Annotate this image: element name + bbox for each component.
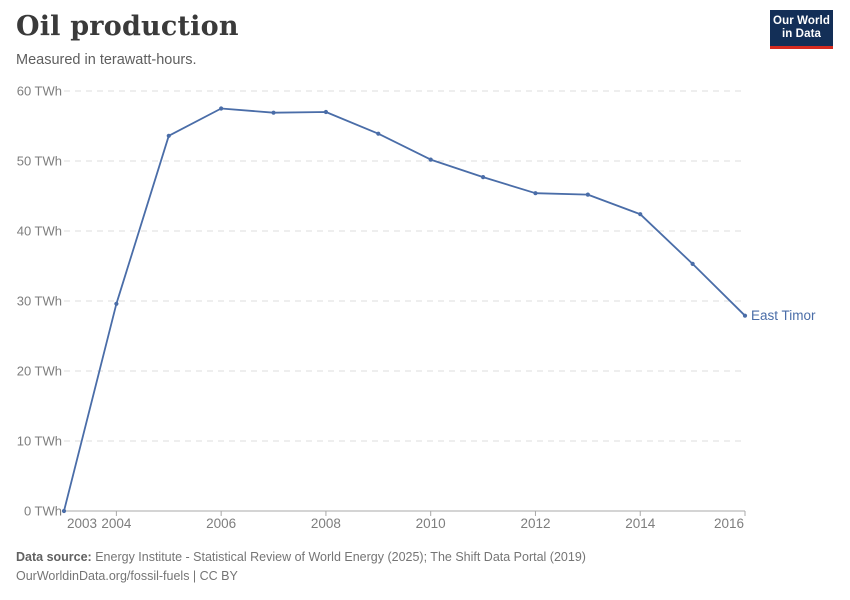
page-title: Oil production [16,11,239,42]
data-source-label: Data source: [16,550,92,564]
x-axis-tick-label: 2008 [311,516,341,531]
data-point [638,212,643,217]
data-point [61,508,67,514]
x-axis-tick-label: 2012 [520,516,550,531]
data-point [742,313,748,318]
x-axis-tick-label: 2010 [416,516,446,531]
entity-label[interactable]: East Timor [751,308,816,323]
owid-logo-line2: in Data [781,28,822,40]
data-point [585,192,590,197]
license-line[interactable]: OurWorldinData.org/fossil-fuels | CC BY [16,568,238,583]
chart-subtitle: Measured in terawatt-hours. [16,52,197,68]
data-point [271,110,276,115]
data-point [219,106,224,111]
x-axis-tick-label: 2014 [625,516,656,531]
y-axis-tick-label: 30 TWh [17,294,62,309]
data-point [376,131,381,136]
data-point [690,261,695,266]
y-axis-tick-label: 10 TWh [17,434,62,449]
y-axis-tick-label: 20 TWh [17,364,62,379]
x-axis-tick-label: 2004 [101,516,132,531]
data-point [533,191,538,196]
y-axis-tick-label: 40 TWh [17,224,62,239]
data-point [323,109,329,115]
y-axis-tick-label: 0 TWh [24,504,62,519]
data-point [166,133,171,138]
data-point [480,175,486,180]
data-source-line: Data source: Energy Institute - Statisti… [16,548,716,567]
data-point [114,301,119,306]
owid-logo[interactable]: Our World in Data [770,10,833,49]
chart-footer: Data source: Energy Institute - Statisti… [16,548,716,585]
data-source-text: Energy Institute - Statistical Review of… [91,550,586,564]
x-axis-tick-label: 2006 [206,516,236,531]
y-axis-tick-label: 60 TWh [17,84,62,99]
data-point [428,157,433,162]
x-axis-tick-label: 2003 [67,516,97,531]
x-axis-tick-label: 2016 [714,516,744,531]
y-axis-tick-label: 50 TWh [17,154,62,169]
owid-logo-line1: Our World [773,14,830,27]
series-line-east-timor[interactable] [63,107,746,512]
